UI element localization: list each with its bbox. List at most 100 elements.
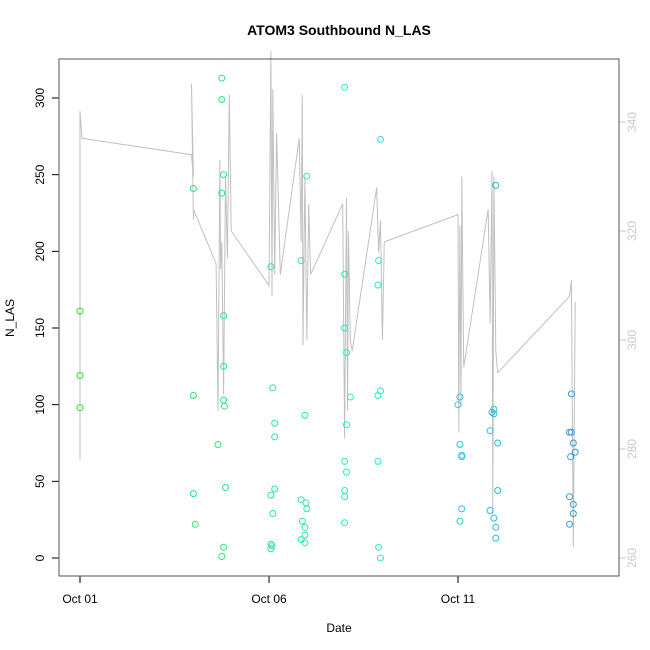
x-tick-label: Oct 06	[251, 592, 287, 606]
data-point	[492, 523, 500, 531]
data-point	[301, 531, 309, 539]
data-point	[343, 468, 350, 476]
data-point	[567, 453, 575, 461]
chart-title: ATOM3 Southbound N_LAS	[247, 22, 431, 38]
secondary-series-line	[79, 51, 576, 548]
x-tick-label: Oct 01	[62, 592, 98, 606]
data-point	[269, 384, 277, 392]
y2-tick-label: 340	[625, 112, 639, 132]
data-point	[189, 185, 197, 192]
data-point	[220, 312, 228, 320]
data-point	[571, 448, 579, 456]
data-point	[220, 362, 228, 370]
data-point	[297, 496, 305, 504]
data-point	[341, 83, 349, 91]
y-axis-label: N_LAS	[3, 299, 17, 337]
data-point	[267, 545, 275, 553]
data-point	[341, 324, 349, 332]
y-tick-label: 200	[33, 241, 47, 261]
data-point	[341, 457, 349, 465]
data-point	[271, 419, 279, 427]
y2-tick-label: 280	[625, 439, 639, 459]
data-point	[456, 517, 464, 525]
data-point	[303, 172, 311, 180]
data-point	[341, 519, 349, 527]
data-point	[191, 520, 199, 528]
data-point	[271, 485, 279, 493]
data-point	[377, 135, 384, 143]
y-tick-label: 300	[33, 88, 47, 108]
data-point	[189, 490, 197, 498]
axes-layer: Oct 01 Oct 06 Oct 11 0 50 100 150 200 250 300 260 2…	[33, 88, 639, 606]
data-point	[486, 507, 494, 514]
data-point	[456, 441, 464, 448]
x-axis-label: Date	[326, 621, 352, 635]
data-point	[218, 96, 226, 103]
x-tick-label: Oct 11	[441, 592, 476, 606]
data-point	[218, 189, 226, 197]
data-point	[343, 421, 350, 429]
data-point	[488, 408, 496, 416]
y2-tick-label: 320	[625, 221, 639, 241]
data-point	[494, 487, 502, 494]
data-point	[569, 510, 577, 517]
data-point	[374, 392, 382, 399]
data-point	[218, 553, 226, 560]
data-point	[301, 539, 309, 547]
data-point	[271, 433, 279, 441]
data-point	[268, 542, 276, 550]
data-point	[567, 428, 575, 436]
data-point	[301, 411, 309, 419]
data-point	[267, 263, 275, 271]
data-point	[222, 484, 229, 491]
y2-tick-label: 300	[625, 330, 639, 350]
y-tick-label: 100	[33, 394, 47, 414]
data-point	[569, 500, 577, 508]
data-point	[456, 393, 464, 401]
data-point	[375, 257, 383, 264]
data-point	[341, 270, 349, 278]
secondary-line-layer	[79, 51, 576, 548]
data-point	[490, 514, 498, 522]
data-point	[458, 505, 466, 513]
data-point	[220, 171, 228, 179]
data-point	[374, 457, 382, 465]
data-point	[76, 372, 84, 379]
data-point	[267, 540, 275, 548]
data-point	[214, 441, 222, 448]
data-point	[566, 493, 573, 501]
data-point	[220, 543, 228, 551]
y-tick-label: 0	[33, 554, 47, 561]
data-point	[375, 543, 383, 551]
data-point	[220, 402, 228, 410]
data-point	[218, 74, 226, 82]
y2-tick-label: 260	[625, 548, 639, 568]
y-tick-label: 50	[33, 474, 47, 488]
data-point	[566, 520, 573, 528]
data-point	[454, 401, 462, 409]
data-point	[492, 181, 500, 189]
data-point	[341, 493, 349, 501]
data-point	[490, 410, 498, 418]
data-point	[343, 349, 350, 356]
data-point	[269, 510, 277, 517]
data-point	[267, 491, 275, 499]
data-point	[486, 427, 494, 435]
data-point	[301, 523, 309, 531]
data-point	[492, 534, 500, 542]
data-point	[297, 257, 305, 264]
data-point	[569, 439, 577, 447]
data-point	[298, 517, 306, 525]
data-point	[566, 428, 573, 436]
points-layer	[76, 74, 579, 562]
plot-frame	[58, 58, 620, 577]
y-tick-label: 150	[33, 318, 47, 338]
data-point	[494, 439, 502, 447]
data-point	[303, 505, 311, 513]
y-tick-label: 250	[33, 164, 47, 184]
data-point	[567, 390, 575, 398]
data-point	[458, 453, 466, 461]
data-point	[377, 554, 384, 562]
data-point	[76, 307, 84, 315]
